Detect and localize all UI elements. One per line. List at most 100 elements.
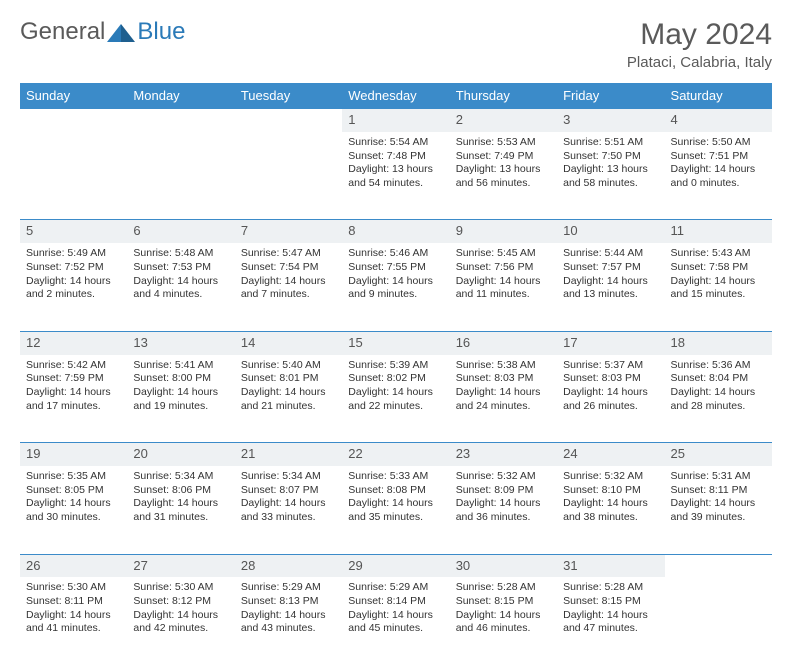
daylight-text-2: and 31 minutes.: [133, 511, 228, 525]
daylight-text-1: Daylight: 14 hours: [563, 386, 658, 400]
daylight-text-2: and 15 minutes.: [671, 288, 766, 302]
day-number: 20: [127, 443, 234, 466]
sunset-text: Sunset: 8:03 PM: [563, 372, 658, 386]
daylight-text-2: and 54 minutes.: [348, 177, 443, 191]
day-number: 11: [665, 220, 772, 243]
sunrise-text: Sunrise: 5:49 AM: [26, 247, 121, 261]
daylight-text-1: Daylight: 14 hours: [671, 163, 766, 177]
daylight-text-1: Daylight: 14 hours: [26, 275, 121, 289]
sunset-text: Sunset: 7:48 PM: [348, 150, 443, 164]
daylight-text-1: Daylight: 13 hours: [348, 163, 443, 177]
day-number: 3: [557, 109, 664, 132]
day-cell: Sunrise: 5:42 AMSunset: 7:59 PMDaylight:…: [20, 355, 127, 443]
day-cell: [235, 132, 342, 220]
daylight-text-1: Daylight: 14 hours: [671, 386, 766, 400]
sunrise-text: Sunrise: 5:46 AM: [348, 247, 443, 261]
day-cell: Sunrise: 5:36 AMSunset: 8:04 PMDaylight:…: [665, 355, 772, 443]
daylight-text-2: and 30 minutes.: [26, 511, 121, 525]
daynum-row: 1234: [20, 109, 772, 132]
daylight-text-1: Daylight: 14 hours: [456, 609, 551, 623]
daylight-text-1: Daylight: 14 hours: [671, 497, 766, 511]
sunset-text: Sunset: 7:59 PM: [26, 372, 121, 386]
day-number: 23: [450, 443, 557, 466]
sunrise-text: Sunrise: 5:29 AM: [241, 581, 336, 595]
calendar-table: Sunday Monday Tuesday Wednesday Thursday…: [20, 83, 772, 665]
day-cell: Sunrise: 5:32 AMSunset: 8:10 PMDaylight:…: [557, 466, 664, 554]
sunrise-text: Sunrise: 5:43 AM: [671, 247, 766, 261]
sunrise-text: Sunrise: 5:41 AM: [133, 359, 228, 373]
day-cell: [127, 132, 234, 220]
daylight-text-2: and 43 minutes.: [241, 622, 336, 636]
daylight-text-1: Daylight: 14 hours: [348, 386, 443, 400]
sunrise-text: Sunrise: 5:34 AM: [241, 470, 336, 484]
daylight-text-1: Daylight: 14 hours: [563, 497, 658, 511]
header-row: Sunday Monday Tuesday Wednesday Thursday…: [20, 83, 772, 109]
day-number: 7: [235, 220, 342, 243]
daylight-text-1: Daylight: 14 hours: [241, 275, 336, 289]
daylight-text-2: and 58 minutes.: [563, 177, 658, 191]
day-cell: Sunrise: 5:35 AMSunset: 8:05 PMDaylight:…: [20, 466, 127, 554]
day-cell: Sunrise: 5:29 AMSunset: 8:13 PMDaylight:…: [235, 577, 342, 665]
sunrise-text: Sunrise: 5:33 AM: [348, 470, 443, 484]
day-number: [235, 109, 342, 132]
content-row: Sunrise: 5:35 AMSunset: 8:05 PMDaylight:…: [20, 466, 772, 554]
sunrise-text: Sunrise: 5:30 AM: [26, 581, 121, 595]
daylight-text-1: Daylight: 14 hours: [348, 497, 443, 511]
page-title: May 2024: [627, 18, 772, 52]
daylight-text-2: and 13 minutes.: [563, 288, 658, 302]
day-cell: Sunrise: 5:37 AMSunset: 8:03 PMDaylight:…: [557, 355, 664, 443]
day-number: 1: [342, 109, 449, 132]
daylight-text-1: Daylight: 14 hours: [241, 609, 336, 623]
daylight-text-2: and 26 minutes.: [563, 400, 658, 414]
day-number: 27: [127, 554, 234, 577]
daylight-text-2: and 47 minutes.: [563, 622, 658, 636]
daylight-text-2: and 36 minutes.: [456, 511, 551, 525]
daylight-text-2: and 41 minutes.: [26, 622, 121, 636]
day-cell: Sunrise: 5:28 AMSunset: 8:15 PMDaylight:…: [450, 577, 557, 665]
sunset-text: Sunset: 8:15 PM: [456, 595, 551, 609]
day-number: 5: [20, 220, 127, 243]
daylight-text-1: Daylight: 14 hours: [348, 275, 443, 289]
sunrise-text: Sunrise: 5:32 AM: [456, 470, 551, 484]
day-cell: Sunrise: 5:29 AMSunset: 8:14 PMDaylight:…: [342, 577, 449, 665]
sunset-text: Sunset: 8:14 PM: [348, 595, 443, 609]
daylight-text-1: Daylight: 14 hours: [456, 386, 551, 400]
sunset-text: Sunset: 7:58 PM: [671, 261, 766, 275]
sunset-text: Sunset: 8:11 PM: [671, 484, 766, 498]
sunrise-text: Sunrise: 5:51 AM: [563, 136, 658, 150]
daylight-text-2: and 24 minutes.: [456, 400, 551, 414]
sunset-text: Sunset: 8:11 PM: [26, 595, 121, 609]
daylight-text-1: Daylight: 13 hours: [563, 163, 658, 177]
sunset-text: Sunset: 8:06 PM: [133, 484, 228, 498]
col-monday: Monday: [127, 83, 234, 109]
day-number: 18: [665, 331, 772, 354]
day-number: [127, 109, 234, 132]
title-block: May 2024 Plataci, Calabria, Italy: [627, 18, 772, 71]
day-number: 22: [342, 443, 449, 466]
day-cell: Sunrise: 5:54 AMSunset: 7:48 PMDaylight:…: [342, 132, 449, 220]
daylight-text-2: and 45 minutes.: [348, 622, 443, 636]
daylight-text-2: and 39 minutes.: [671, 511, 766, 525]
day-number: 29: [342, 554, 449, 577]
sunset-text: Sunset: 7:55 PM: [348, 261, 443, 275]
daylight-text-2: and 19 minutes.: [133, 400, 228, 414]
page-subtitle: Plataci, Calabria, Italy: [627, 54, 772, 71]
daylight-text-2: and 0 minutes.: [671, 177, 766, 191]
day-cell: Sunrise: 5:32 AMSunset: 8:09 PMDaylight:…: [450, 466, 557, 554]
day-number: 28: [235, 554, 342, 577]
sunrise-text: Sunrise: 5:31 AM: [671, 470, 766, 484]
sunrise-text: Sunrise: 5:42 AM: [26, 359, 121, 373]
col-wednesday: Wednesday: [342, 83, 449, 109]
day-cell: Sunrise: 5:30 AMSunset: 8:11 PMDaylight:…: [20, 577, 127, 665]
daylight-text-1: Daylight: 13 hours: [456, 163, 551, 177]
sunrise-text: Sunrise: 5:28 AM: [456, 581, 551, 595]
sunset-text: Sunset: 8:05 PM: [26, 484, 121, 498]
day-cell: Sunrise: 5:28 AMSunset: 8:15 PMDaylight:…: [557, 577, 664, 665]
daylight-text-2: and 22 minutes.: [348, 400, 443, 414]
sunrise-text: Sunrise: 5:44 AM: [563, 247, 658, 261]
sunrise-text: Sunrise: 5:40 AM: [241, 359, 336, 373]
day-number: 26: [20, 554, 127, 577]
day-cell: Sunrise: 5:34 AMSunset: 8:07 PMDaylight:…: [235, 466, 342, 554]
logo-text-2: Blue: [137, 18, 185, 46]
sunrise-text: Sunrise: 5:37 AM: [563, 359, 658, 373]
